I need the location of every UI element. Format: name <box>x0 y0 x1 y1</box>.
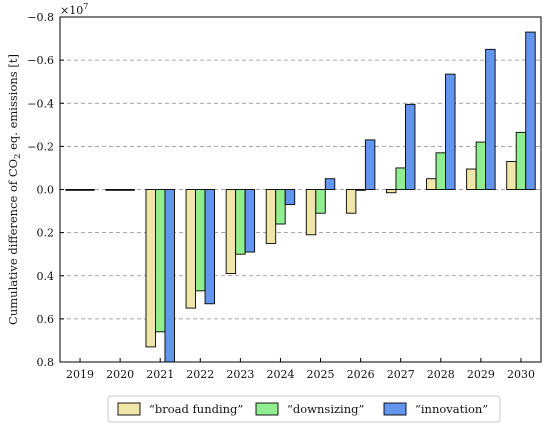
x-tick-label: 2026 <box>347 368 375 381</box>
bar <box>426 178 437 190</box>
bar <box>244 189 256 253</box>
bar <box>164 189 175 363</box>
legend-swatch <box>383 402 407 416</box>
axis-multiplier: ×107 <box>60 2 88 17</box>
bar <box>475 141 487 190</box>
bar <box>195 189 206 292</box>
bar <box>114 189 126 191</box>
legend: “broad funding” “downsizing” “innovation” <box>107 395 501 423</box>
y-tick-label: 0.4 <box>37 270 55 283</box>
y-tick-label: −0.4 <box>27 97 54 110</box>
bar <box>324 178 336 190</box>
bar <box>395 167 406 190</box>
bar <box>466 168 477 190</box>
bar <box>345 189 357 214</box>
bar <box>506 161 517 190</box>
bar <box>315 189 326 214</box>
bars <box>65 31 536 363</box>
bar <box>485 48 496 190</box>
bar <box>515 131 527 190</box>
x-tick-label: 2030 <box>507 368 535 381</box>
x-tick-label: 2029 <box>467 368 495 381</box>
legend-label: “broad funding” <box>149 402 243 416</box>
x-tick-label: 2020 <box>106 368 134 381</box>
bar <box>84 189 95 191</box>
y-tick-label: −0.8 <box>27 11 54 24</box>
bar <box>275 189 286 225</box>
x-tick-label: 2025 <box>307 368 335 381</box>
bar <box>74 189 86 191</box>
y-tick-label: −0.2 <box>27 140 54 153</box>
y-tick-label: 0.0 <box>37 184 55 197</box>
y-tick-label: −0.6 <box>27 54 54 67</box>
bar <box>305 189 317 236</box>
bar <box>225 189 237 275</box>
bar <box>155 189 166 333</box>
bar <box>284 189 296 206</box>
bar <box>435 152 446 190</box>
bar <box>235 189 246 255</box>
y-axis-label: Cumulative difference of CO2 eq. emissio… <box>6 54 23 325</box>
bar <box>355 189 366 191</box>
bar <box>405 103 416 190</box>
legend-label: “downsizing” <box>287 402 364 416</box>
y-tick-label: 0.6 <box>37 313 55 326</box>
x-tick-label: 2019 <box>66 368 94 381</box>
bar <box>145 189 156 348</box>
ticks: −0.8 −0.6 −0.4 −0.2 0.0 0.2 0.4 0.6 0.8 2019 2020 2… <box>27 11 535 381</box>
bar <box>65 189 76 191</box>
x-tick-label: 2024 <box>266 368 294 381</box>
y-tick-label: 0.2 <box>37 227 55 240</box>
legend-swatch <box>117 402 141 416</box>
bar <box>185 189 196 309</box>
x-tick-label: 2027 <box>387 368 415 381</box>
bar <box>265 189 277 244</box>
legend-swatch <box>255 402 279 416</box>
x-tick-label: 2028 <box>427 368 455 381</box>
y-tick-label: 0.8 <box>37 356 55 369</box>
bar <box>124 189 135 191</box>
bar <box>105 189 116 191</box>
bar <box>364 139 376 190</box>
bar <box>204 189 215 305</box>
bar <box>386 189 397 194</box>
x-tick-label: 2021 <box>146 368 174 381</box>
legend-frame <box>107 395 501 423</box>
x-tick-label: 2022 <box>186 368 214 381</box>
bar <box>525 31 536 190</box>
x-tick-label: 2023 <box>226 368 254 381</box>
bar <box>445 73 456 190</box>
legend-label: “innovation” <box>415 402 488 416</box>
